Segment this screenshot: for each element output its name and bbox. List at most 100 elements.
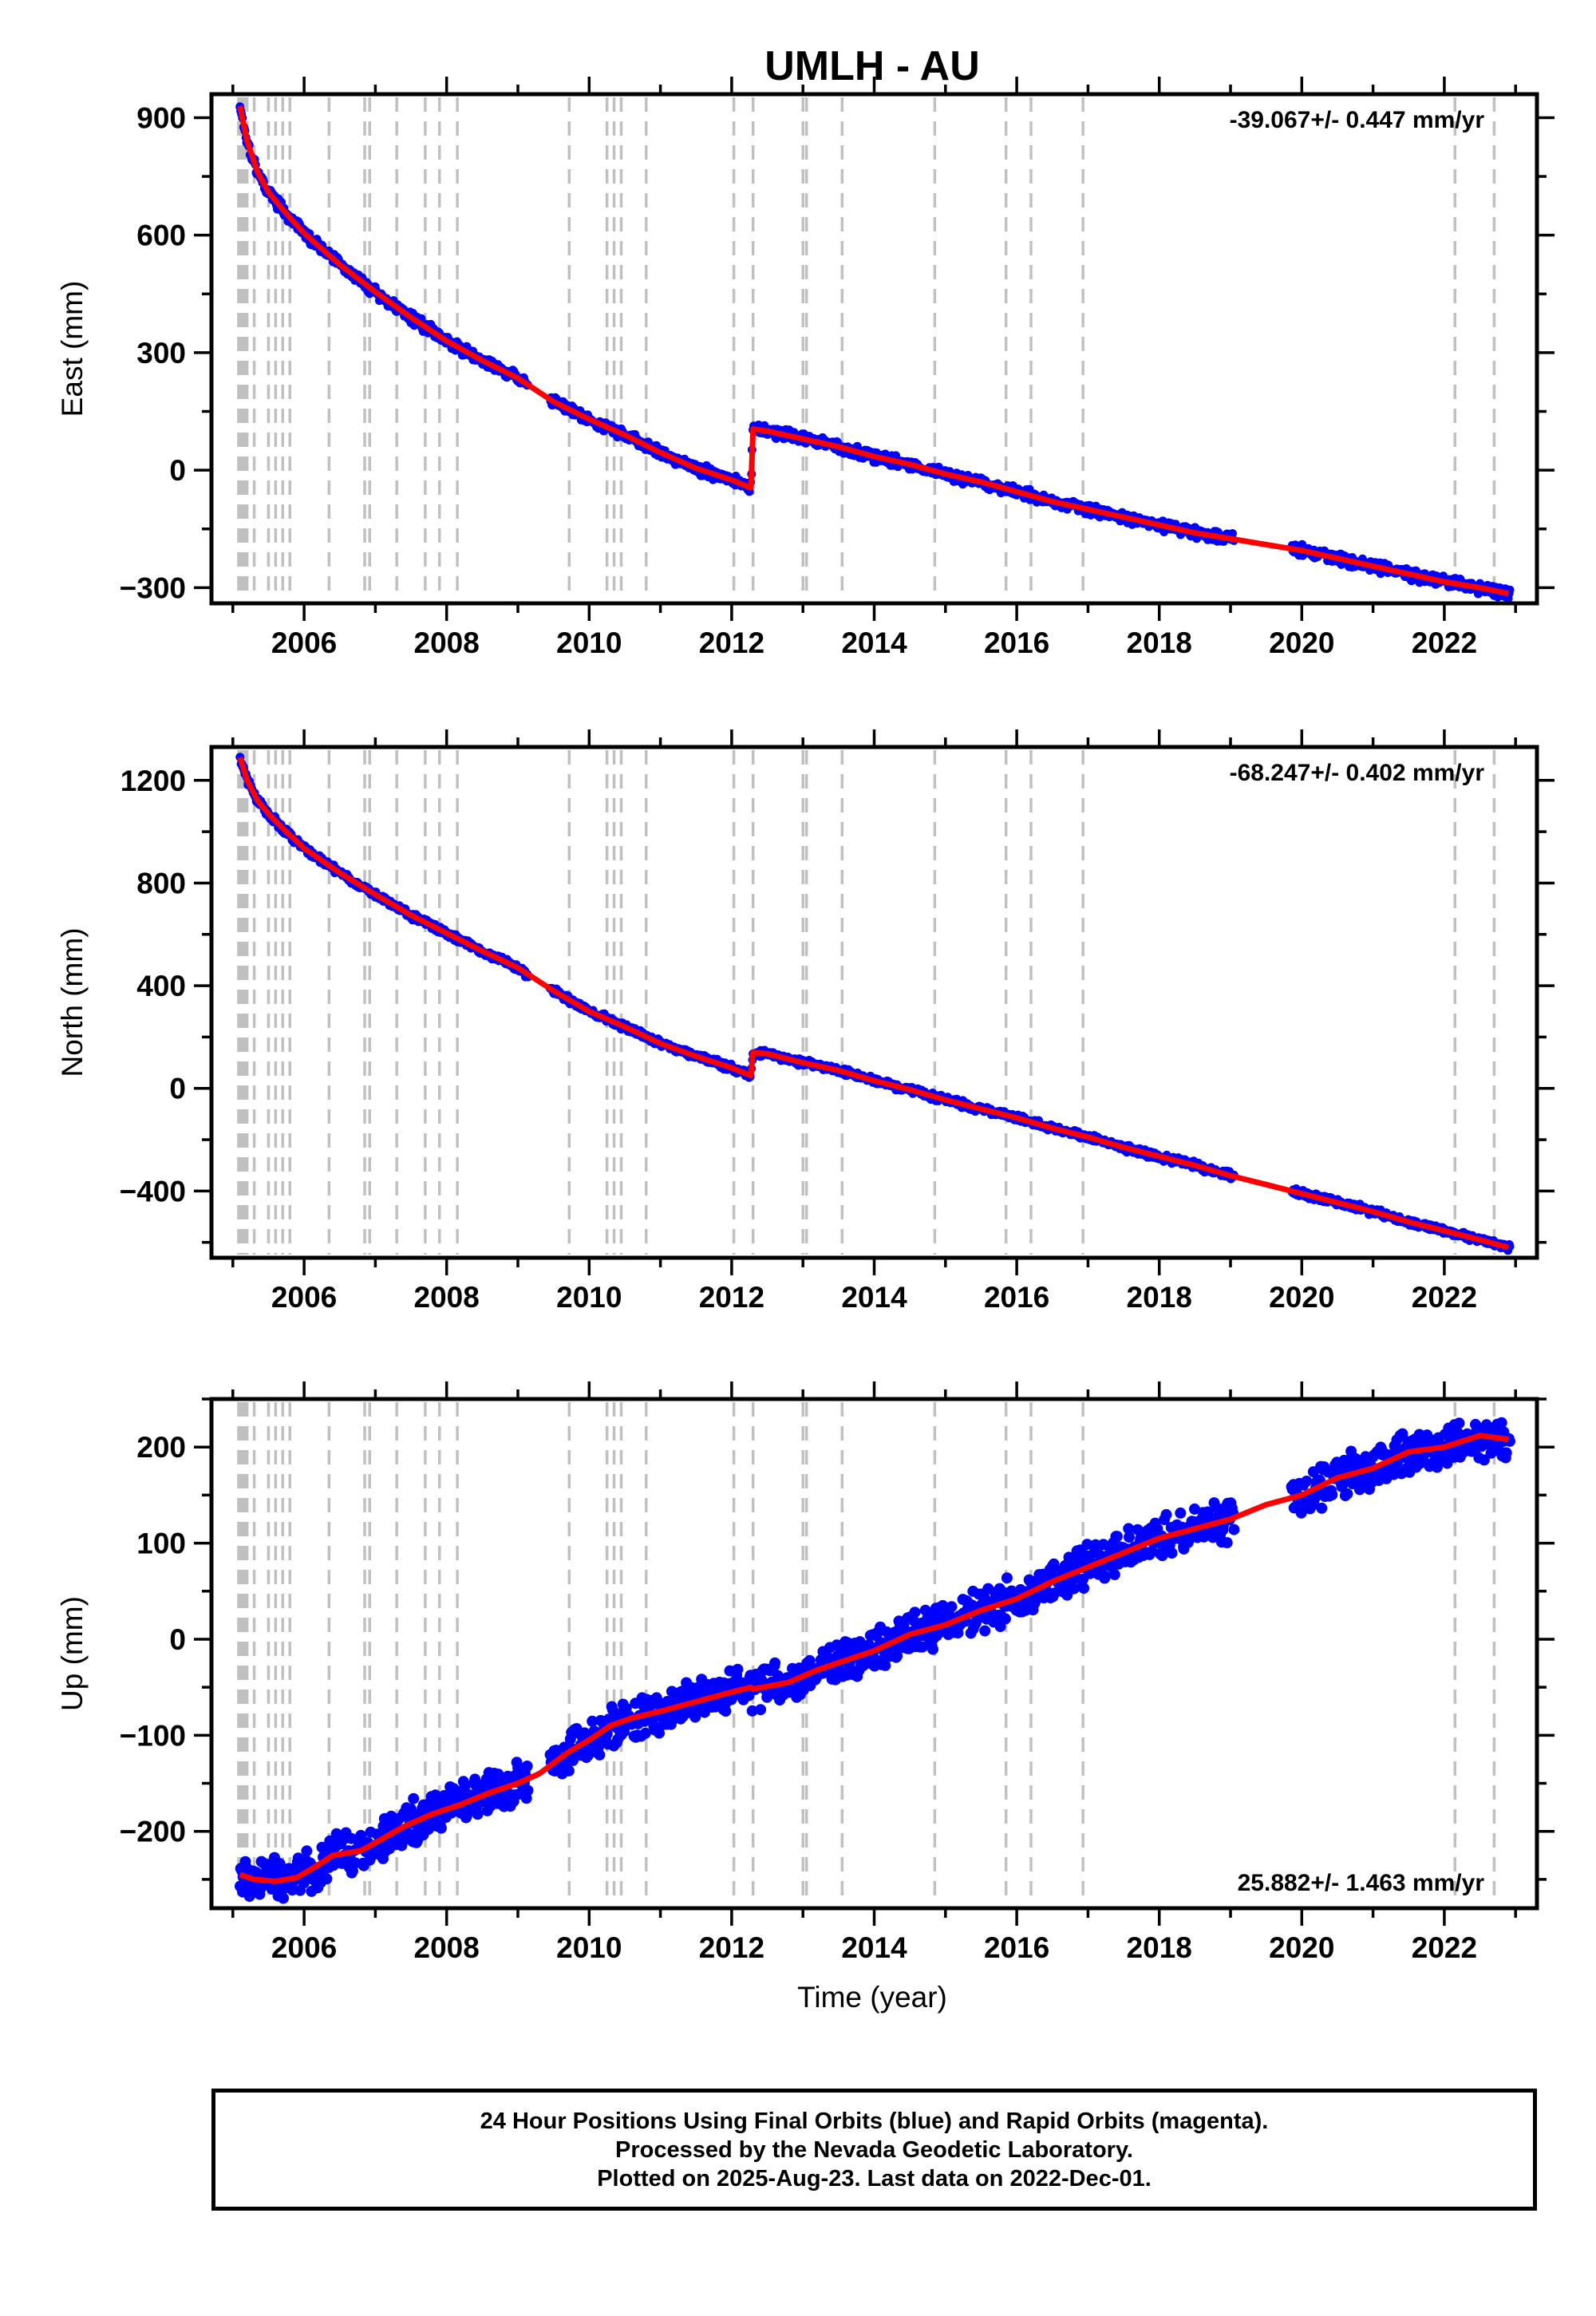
north-x-tick-label: 2014: [841, 1281, 907, 1314]
footer-line-3: Plotted on 2025-Aug-23. Last data on 202…: [597, 2165, 1152, 2192]
up-observation-point: [1221, 1537, 1233, 1548]
up-observation-point: [1301, 1476, 1313, 1487]
up-observation-point: [274, 1858, 286, 1870]
up-observation-point: [746, 1705, 758, 1717]
up-y-tick-label: 100: [136, 1528, 186, 1560]
east-rate-label: -39.067+/- 0.447 mm/yr: [1230, 107, 1485, 133]
up-x-tick-label: 2012: [699, 1931, 764, 1964]
up-observation-point: [979, 1625, 991, 1637]
up-observation-point: [521, 1761, 533, 1772]
east-panel: 2006 2008 2010 2012 2014 2016 2018 2020 2022 −300…: [56, 77, 1555, 659]
up-observation-point: [639, 1727, 651, 1739]
north-y-tick-label: 800: [136, 867, 186, 899]
up-observation-point: [755, 1704, 767, 1716]
east-x-tick-label: 2018: [1127, 626, 1192, 659]
up-observation-point: [587, 1715, 598, 1727]
up-panel: 2006 2008 2010 2012 2014 2016 2018 2020 2022 −200…: [56, 1381, 1555, 1964]
up-observation-point: [1189, 1503, 1200, 1515]
up-observation-point: [330, 1828, 342, 1840]
up-observation-point: [804, 1654, 816, 1666]
north-rate-label: -68.247+/- 0.402 mm/yr: [1230, 760, 1485, 786]
up-observation-point: [255, 1883, 267, 1895]
up-observation-point: [999, 1613, 1011, 1625]
east-y-tick-label: 0: [169, 454, 186, 487]
up-observation-point: [1295, 1507, 1307, 1519]
east-x-tick-label: 2014: [841, 626, 907, 659]
up-observation-point: [1175, 1507, 1187, 1519]
east-x-tick-label: 2006: [271, 626, 337, 659]
up-observation-point: [769, 1657, 781, 1669]
east-observation-point: [1228, 529, 1237, 538]
up-observation-point: [1099, 1571, 1111, 1582]
east-y-axis-label: East (mm): [56, 281, 89, 417]
up-observation-point: [1453, 1417, 1465, 1429]
up-x-tick-label: 2022: [1412, 1931, 1477, 1964]
up-observation-point: [1068, 1583, 1080, 1595]
north-x-tick-label: 2022: [1412, 1281, 1477, 1314]
up-observation-point: [879, 1659, 891, 1671]
figure-title: UMLH - AU: [764, 43, 980, 89]
up-observation-point: [408, 1792, 420, 1804]
x-axis-label: Time (year): [797, 1981, 947, 2014]
up-observation-point: [472, 1808, 484, 1820]
north-y-tick-label: 1200: [120, 765, 186, 797]
up-observation-point: [1156, 1550, 1168, 1562]
up-observation-point: [1108, 1569, 1120, 1580]
east-observations: [235, 102, 1515, 603]
north-observations: [235, 753, 1515, 1255]
up-observation-point: [321, 1873, 333, 1885]
up-observation-point: [909, 1607, 921, 1618]
up-observation-point: [732, 1663, 744, 1675]
up-observation-point: [1228, 1524, 1240, 1535]
up-y-tick-label: 200: [136, 1431, 186, 1464]
up-observation-point: [1111, 1531, 1123, 1543]
up-observation-point: [459, 1781, 471, 1793]
up-observation-point: [1132, 1524, 1144, 1535]
north-x-tick-label: 2008: [414, 1281, 480, 1314]
north-x-tick-label: 2020: [1269, 1281, 1334, 1314]
east-x-tick-label: 2008: [414, 626, 480, 659]
up-observation-point: [301, 1845, 313, 1857]
north-y-axis-label: North (mm): [56, 927, 89, 1077]
up-x-tick-label: 2016: [984, 1931, 1049, 1964]
up-observation-point: [1123, 1523, 1135, 1535]
up-observation-point: [720, 1705, 732, 1717]
north-model-line: [237, 756, 1510, 1251]
up-observation-point: [1495, 1417, 1507, 1429]
north-x-tick-label: 2012: [699, 1281, 764, 1314]
up-observation-point: [1396, 1428, 1408, 1440]
east-x-tick-label: 2012: [699, 626, 764, 659]
up-y-tick-label: −200: [120, 1816, 186, 1848]
east-model-line: [237, 105, 1510, 597]
footer-line-2: Processed by the Nevada Geodetic Laborat…: [615, 2136, 1133, 2163]
up-x-tick-label: 2018: [1127, 1931, 1192, 1964]
up-observation-point: [761, 1691, 773, 1703]
up-observation-point: [1431, 1461, 1443, 1473]
east-y-tick-label: 600: [136, 219, 186, 252]
east-frame: [209, 92, 1539, 606]
north-x-tick-label: 2018: [1127, 1281, 1192, 1314]
east-y-tick-label: −300: [120, 571, 186, 604]
up-observation-point: [563, 1765, 575, 1777]
up-x-tick-label: 2008: [414, 1931, 480, 1964]
up-observation-point: [927, 1643, 938, 1655]
up-observations: [235, 1417, 1515, 1904]
up-observation-point: [1166, 1547, 1178, 1559]
up-observation-point: [654, 1727, 665, 1739]
up-observation-point: [1341, 1488, 1353, 1500]
footer-line-1: 24 Hour Positions Using Final Orbits (bl…: [480, 2108, 1269, 2134]
up-x-tick-label: 2010: [556, 1931, 622, 1964]
east-y-tick-label: 900: [136, 101, 186, 134]
up-observation-point: [278, 1892, 289, 1904]
north-panel: 2006 2008 2010 2012 2014 2016 2018 2020 2022 −400…: [56, 729, 1555, 1314]
up-observation-point: [725, 1694, 737, 1705]
north-x-tick-label: 2010: [556, 1281, 622, 1314]
east-x-tick-label: 2020: [1269, 626, 1334, 659]
north-frame: [209, 745, 1539, 1260]
up-observation-point: [1081, 1539, 1093, 1551]
up-y-tick-label: 0: [169, 1623, 186, 1656]
up-x-tick-label: 2014: [841, 1931, 907, 1964]
east-x-tick-label: 2010: [556, 626, 622, 659]
up-x-tick-label: 2020: [1269, 1931, 1334, 1964]
